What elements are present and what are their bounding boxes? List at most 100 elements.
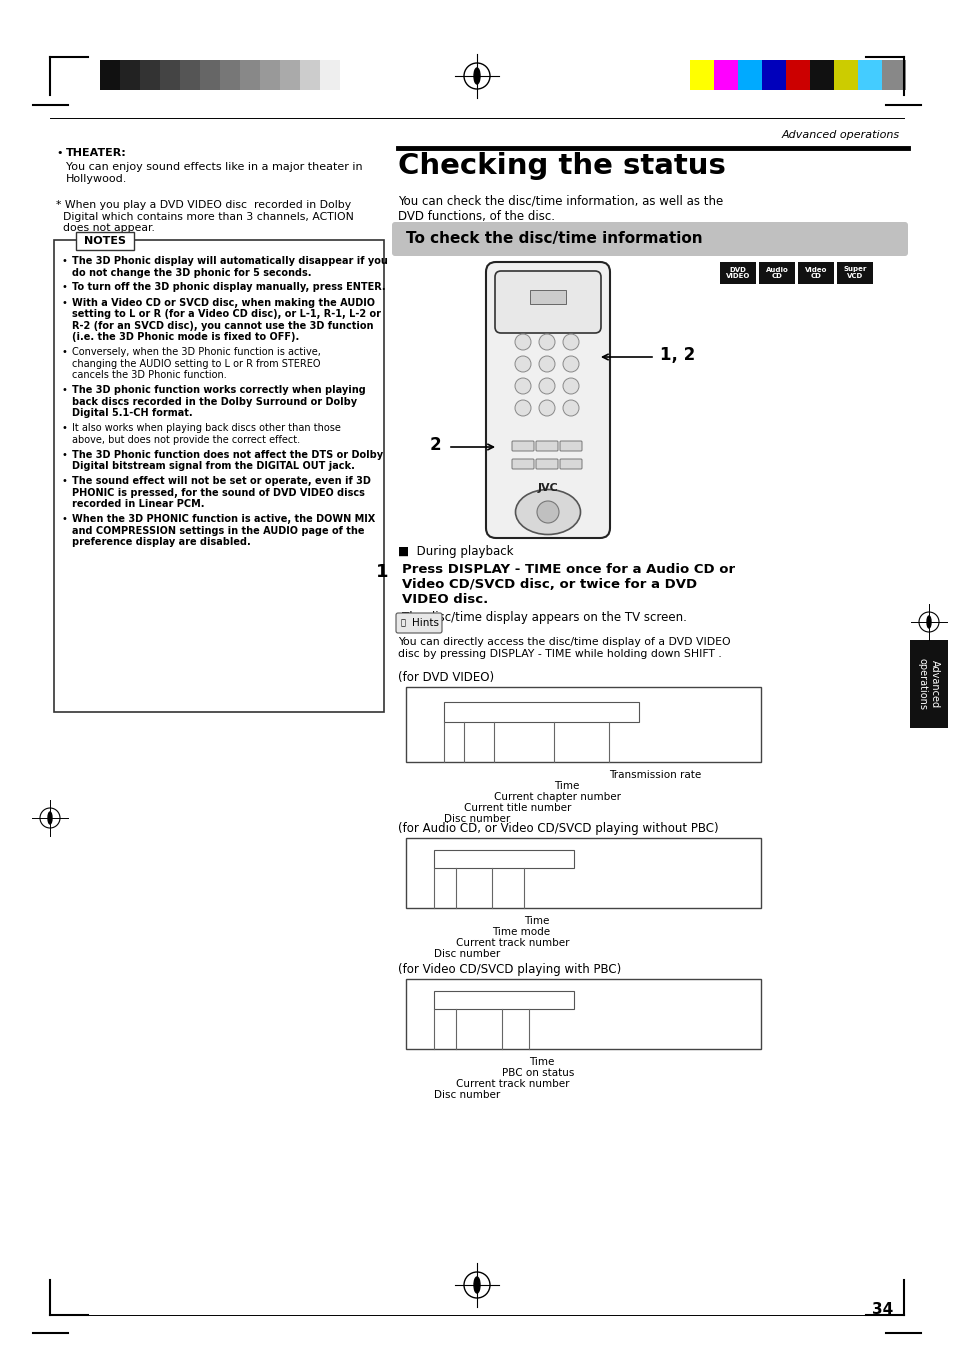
- Text: •: •: [62, 347, 68, 357]
- Circle shape: [537, 501, 558, 523]
- Bar: [200, 59, 220, 91]
- Text: To check the disc/time information: To check the disc/time information: [406, 231, 702, 246]
- Text: •: •: [56, 149, 63, 158]
- Bar: [220, 59, 240, 91]
- FancyBboxPatch shape: [559, 459, 581, 469]
- Text: Time: Time: [554, 781, 578, 790]
- Bar: [140, 59, 160, 91]
- Text: Time: Time: [529, 1056, 554, 1067]
- Text: Current chapter number: Current chapter number: [494, 792, 620, 802]
- Text: It also works when playing back discs other than those
above, but does not provi: It also works when playing back discs ot…: [71, 423, 340, 444]
- Ellipse shape: [48, 812, 52, 824]
- Text: You can enjoy sound effects like in a major theater in
Hollywood.: You can enjoy sound effects like in a ma…: [66, 162, 362, 184]
- Text: * When you play a DVD VIDEO disc  recorded in Dolby
  Digital which contains mor: * When you play a DVD VIDEO disc recorde…: [56, 200, 354, 234]
- Bar: [406, 688, 760, 762]
- Bar: [689, 59, 713, 91]
- Bar: [100, 59, 120, 91]
- Text: When the 3D PHONIC function is active, the DOWN MIX
and COMPRESSION settings in : When the 3D PHONIC function is active, t…: [71, 513, 375, 547]
- Text: Conversely, when the 3D Phonic function is active,
changing the AUDIO setting to: Conversely, when the 3D Phonic function …: [71, 347, 320, 380]
- Bar: [797, 262, 833, 284]
- Bar: [280, 59, 299, 91]
- Bar: [720, 262, 755, 284]
- Text: 1: 1: [375, 563, 388, 581]
- Text: Transmission rate: Transmission rate: [608, 770, 700, 780]
- Bar: [857, 59, 882, 91]
- Bar: [434, 850, 574, 867]
- Circle shape: [562, 378, 578, 394]
- Text: •: •: [62, 255, 68, 266]
- FancyBboxPatch shape: [512, 440, 534, 451]
- Bar: [738, 59, 761, 91]
- Circle shape: [515, 378, 531, 394]
- Circle shape: [562, 334, 578, 350]
- Text: (for Video CD/SVCD playing with PBC): (for Video CD/SVCD playing with PBC): [397, 963, 620, 975]
- Text: 1, 2: 1, 2: [659, 346, 695, 363]
- FancyBboxPatch shape: [495, 272, 600, 332]
- Text: 📷: 📷: [400, 619, 406, 627]
- Text: Current track number: Current track number: [456, 938, 569, 948]
- Text: You can check the disc/time information, as well as the
DVD functions, of the di: You can check the disc/time information,…: [397, 195, 722, 223]
- Bar: [759, 262, 794, 284]
- Circle shape: [562, 400, 578, 416]
- Text: Hints: Hints: [412, 617, 438, 628]
- FancyBboxPatch shape: [536, 440, 558, 451]
- Text: The 3D Phonic display will automatically disappear if you
do not change the 3D p: The 3D Phonic display will automatically…: [71, 255, 388, 277]
- Circle shape: [538, 334, 555, 350]
- Bar: [909, 640, 947, 728]
- Text: 34: 34: [871, 1302, 892, 1317]
- Text: You can directly access the disc/time display of a DVD VIDEO
disc by pressing DI: You can directly access the disc/time di…: [397, 638, 730, 658]
- FancyBboxPatch shape: [392, 222, 907, 255]
- Bar: [260, 59, 280, 91]
- Text: Disc number: Disc number: [434, 1090, 499, 1100]
- Bar: [160, 59, 180, 91]
- Bar: [713, 59, 738, 91]
- Text: To turn off the 3D phonic display manually, press ENTER.: To turn off the 3D phonic display manual…: [71, 282, 385, 293]
- Ellipse shape: [474, 1277, 479, 1293]
- Text: NOTES: NOTES: [84, 236, 126, 246]
- Text: Checking the status: Checking the status: [397, 153, 725, 180]
- Text: Disc number: Disc number: [434, 948, 499, 959]
- Text: ■  During playback: ■ During playback: [397, 544, 513, 558]
- Text: PBC on status: PBC on status: [501, 1069, 574, 1078]
- Text: THEATER:: THEATER:: [66, 149, 127, 158]
- Circle shape: [538, 378, 555, 394]
- Text: Time mode: Time mode: [492, 927, 550, 938]
- Text: The disc/time display appears on the TV screen.: The disc/time display appears on the TV …: [401, 611, 686, 624]
- Bar: [54, 240, 384, 712]
- Text: •: •: [62, 513, 68, 524]
- Text: Current track number: Current track number: [456, 1079, 569, 1089]
- Text: •: •: [62, 385, 68, 394]
- Text: •: •: [62, 297, 68, 308]
- Text: (for DVD VIDEO): (for DVD VIDEO): [397, 671, 494, 684]
- Circle shape: [515, 400, 531, 416]
- Text: Video
CD: Video CD: [804, 266, 826, 280]
- Bar: [833, 59, 857, 91]
- Text: Advanced operations: Advanced operations: [781, 130, 899, 141]
- Bar: [319, 59, 339, 91]
- Text: Current title number: Current title number: [463, 802, 571, 813]
- Bar: [434, 992, 574, 1009]
- Text: Audio
CD: Audio CD: [765, 266, 787, 280]
- Bar: [120, 59, 140, 91]
- Ellipse shape: [926, 616, 930, 628]
- Text: With a Video CD or SVCD disc, when making the AUDIO
setting to L or R (for a Vid: With a Video CD or SVCD disc, when makin…: [71, 297, 380, 342]
- Bar: [809, 59, 833, 91]
- Text: 2: 2: [429, 436, 440, 454]
- Text: •: •: [62, 423, 68, 434]
- Text: DVD
VIDEO: DVD VIDEO: [725, 266, 749, 280]
- Ellipse shape: [474, 68, 479, 84]
- FancyBboxPatch shape: [485, 262, 609, 538]
- Bar: [406, 838, 760, 908]
- Bar: [180, 59, 200, 91]
- Text: •: •: [62, 450, 68, 459]
- Bar: [761, 59, 785, 91]
- Bar: [76, 232, 133, 250]
- Text: Super
VCD: Super VCD: [842, 266, 865, 280]
- Text: •: •: [62, 282, 68, 293]
- Text: Time: Time: [523, 916, 549, 925]
- FancyBboxPatch shape: [395, 613, 441, 634]
- Bar: [240, 59, 260, 91]
- FancyBboxPatch shape: [512, 459, 534, 469]
- Text: •: •: [62, 476, 68, 486]
- Circle shape: [515, 357, 531, 372]
